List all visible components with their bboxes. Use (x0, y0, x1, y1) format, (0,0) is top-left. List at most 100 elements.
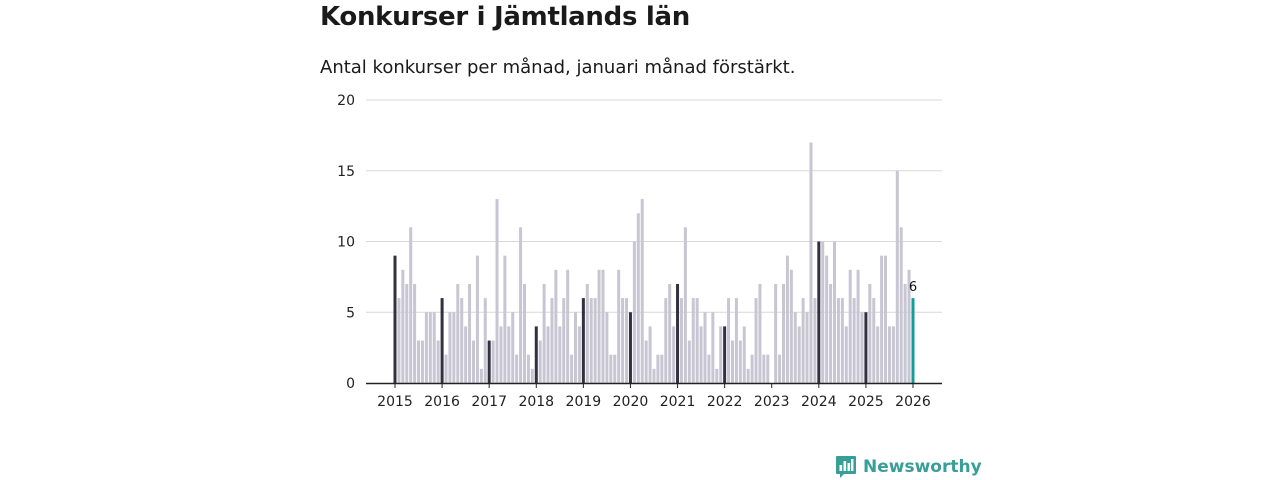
bar (424, 312, 428, 383)
bar (452, 312, 456, 383)
bar (652, 368, 656, 383)
bar (727, 298, 731, 383)
bar (825, 255, 829, 383)
bar (840, 298, 844, 383)
bar (672, 326, 676, 383)
bar (797, 326, 801, 383)
bar (903, 283, 907, 383)
bar (868, 283, 872, 383)
bar (566, 269, 570, 383)
january-bar (581, 298, 585, 383)
bar (436, 340, 440, 383)
january-bar (817, 241, 821, 383)
bar (605, 312, 609, 383)
bar (856, 269, 860, 383)
bar (782, 283, 785, 383)
january-bar (628, 312, 632, 383)
y-tick-label: 10 (337, 235, 355, 251)
bar (660, 354, 664, 383)
bar (471, 340, 475, 383)
january-bar (676, 283, 680, 383)
january-bar (440, 298, 444, 383)
bar (754, 298, 758, 383)
bar (691, 298, 695, 383)
bar (668, 283, 672, 383)
bar (593, 298, 597, 383)
bar (774, 283, 778, 383)
bar (523, 283, 526, 383)
bar (813, 298, 817, 383)
bar (829, 283, 833, 383)
x-tick-label: 2024 (801, 394, 837, 410)
bar (793, 312, 797, 383)
y-tick-label: 15 (337, 164, 355, 180)
bar (613, 354, 617, 383)
bar (444, 354, 448, 383)
bar (758, 283, 762, 383)
bar (409, 227, 413, 383)
x-tick-label: 2023 (754, 394, 790, 410)
bar (417, 340, 421, 383)
bar (848, 269, 852, 383)
bar (448, 312, 452, 383)
bar (597, 269, 601, 383)
bar (907, 269, 911, 383)
bar (526, 354, 530, 383)
bar (648, 326, 652, 383)
x-tick-label: 2016 (424, 394, 460, 410)
bar (479, 368, 483, 383)
y-tick-label: 5 (346, 305, 355, 321)
bar (860, 312, 864, 383)
bar (515, 354, 519, 383)
y-tick-label: 20 (337, 93, 355, 109)
bar (836, 298, 840, 383)
bar (778, 354, 782, 383)
bar (887, 326, 891, 383)
bar (468, 283, 472, 383)
data-label: 6 (909, 280, 917, 295)
bar (519, 227, 523, 383)
bar (558, 326, 562, 383)
bar-chart-icon (836, 456, 856, 478)
bar (852, 298, 856, 383)
x-tick-label: 2025 (848, 394, 884, 410)
brand-logo[interactable]: Newsworthy (835, 455, 982, 479)
bar (664, 298, 668, 383)
bar (656, 354, 660, 383)
january-bar (393, 255, 397, 383)
bar (530, 368, 534, 383)
chart-subtitle: Antal konkurser per månad, januari månad… (320, 57, 796, 78)
bar (805, 312, 809, 383)
bar (538, 340, 542, 383)
bar (880, 255, 884, 383)
bar (420, 340, 424, 383)
bar (570, 354, 574, 383)
bar (405, 283, 409, 383)
bar (699, 326, 703, 383)
bar (891, 326, 895, 383)
chart-title: Konkurser i Jämtlands län (320, 2, 690, 32)
bar (746, 368, 750, 383)
bar (695, 298, 699, 383)
bar (683, 227, 687, 383)
bar (715, 368, 719, 383)
bar (809, 142, 813, 383)
bar (432, 312, 436, 383)
bar (617, 269, 621, 383)
bar (413, 283, 417, 383)
bar (562, 298, 566, 383)
bar (884, 255, 888, 383)
bar (456, 283, 460, 383)
bar (589, 298, 593, 383)
bar (546, 326, 550, 383)
x-tick-label: 2019 (566, 394, 602, 410)
january-bar (487, 340, 491, 383)
bar (730, 340, 734, 383)
bar (899, 227, 903, 383)
bar (703, 312, 707, 383)
bar (762, 354, 766, 383)
y-tick-label: 0 (346, 376, 355, 392)
bar (679, 298, 683, 383)
bar (542, 283, 546, 383)
